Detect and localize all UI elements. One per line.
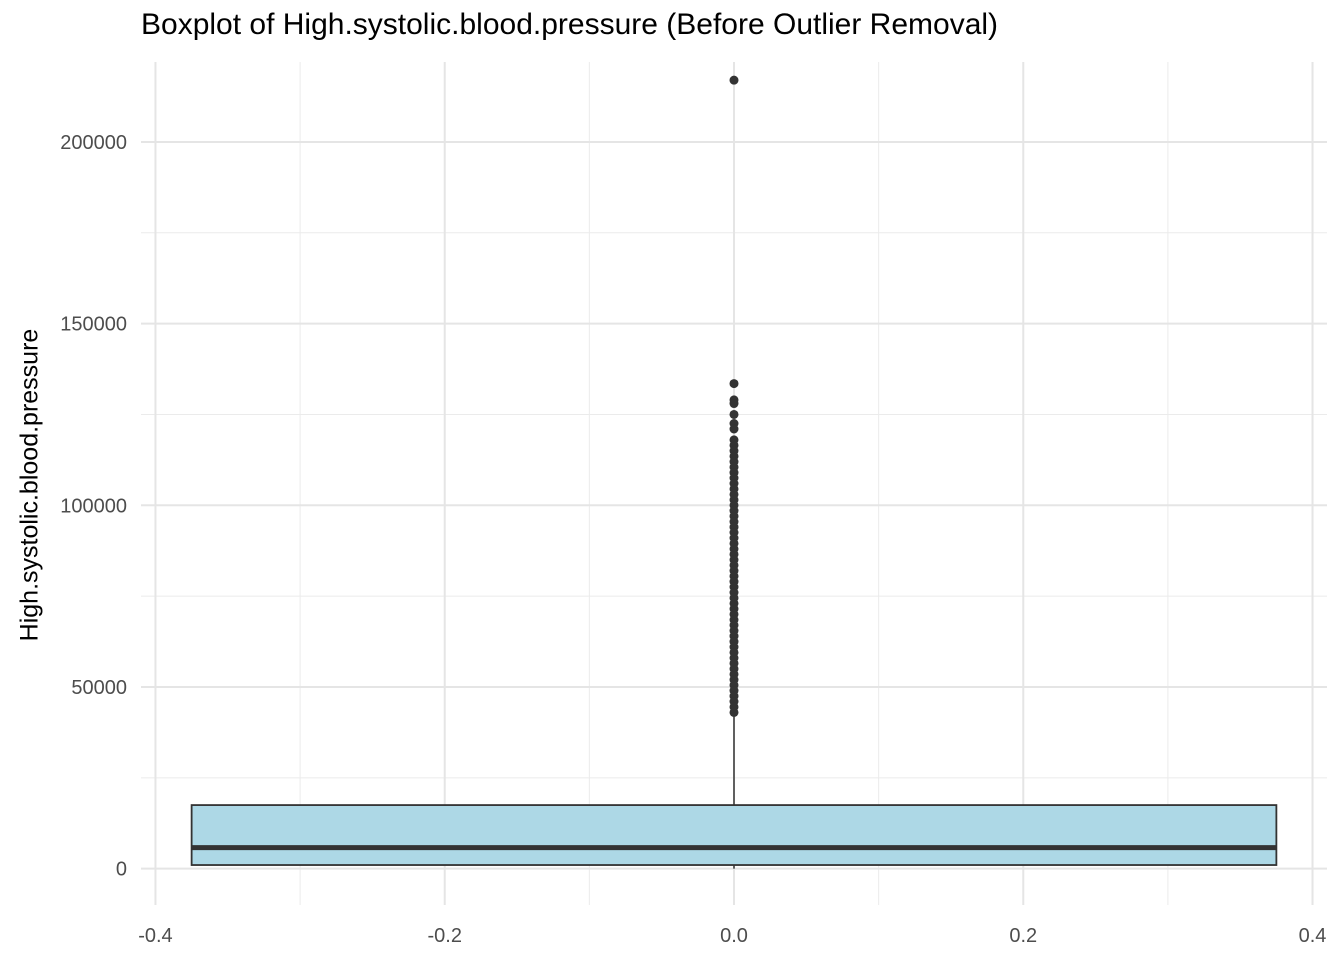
x-tick-label: 0.0 [720, 925, 748, 947]
chart-title: Boxplot of High.systolic.blood.pressure … [141, 8, 999, 41]
outlier-point [729, 424, 739, 434]
y-tick-label: 150000 [60, 314, 127, 336]
y-tick-label: 0 [116, 859, 127, 881]
x-tick-label: 0.4 [1299, 925, 1327, 947]
box-iqr [190, 804, 1278, 866]
y-tick-label: 50000 [71, 677, 127, 699]
x-tick-label: 0.2 [1009, 925, 1037, 947]
outlier-point [729, 75, 739, 85]
x-tick-label: -0.4 [138, 925, 172, 947]
outlier-point [729, 379, 739, 389]
x-tick-label: -0.2 [427, 925, 461, 947]
y-tick-label: 100000 [60, 495, 127, 517]
outlier-point [729, 409, 739, 419]
plot-layer [190, 75, 1278, 869]
axis-layer: -0.4 -0.2 0.0 0.2 0.4 0 50000 100000 150000 20000… [60, 132, 1326, 947]
outlier-point [729, 707, 739, 717]
y-tick-label: 200000 [60, 132, 127, 154]
outlier-point [729, 399, 739, 409]
